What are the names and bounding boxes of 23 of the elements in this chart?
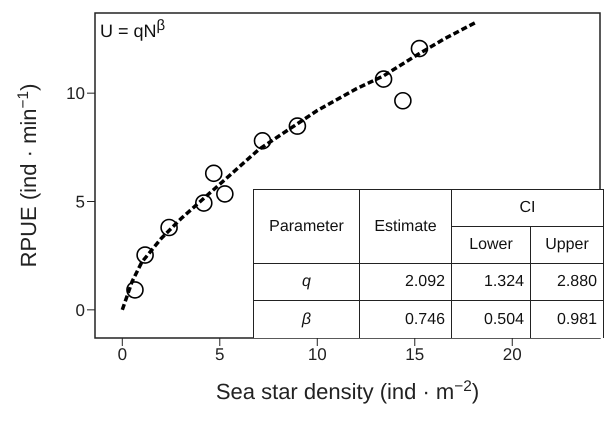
formula-text: U = qN$^{β}$ (100, 17, 166, 42)
x-axis-title: Sea star density (ind · m$^{−2}$) (216, 378, 480, 404)
y-tick-label: 5 (76, 192, 85, 212)
y-tick-label: 10 (66, 84, 85, 104)
annotation: 0.746 (359, 300, 451, 338)
x-tick-label: 20 (502, 345, 522, 364)
annotation: Lower (451, 226, 530, 263)
annotation: Parameter (253, 189, 359, 263)
x-tick-label: 0 (118, 345, 128, 364)
annotation: CI (451, 189, 604, 226)
x-tick-label: 15 (405, 345, 424, 364)
y-tick-label: 0 (76, 300, 85, 320)
annotation: Upper (530, 226, 604, 263)
annotation: 0.504 (451, 300, 530, 338)
annotation: Estimate (359, 189, 451, 263)
annotation: β (253, 300, 359, 338)
annotation: 2.880 (530, 263, 604, 300)
annotation: 1.324 (451, 263, 530, 300)
x-tick-label: 10 (308, 345, 327, 364)
annotation: 0.981 (530, 300, 604, 338)
x-tick-label: 5 (215, 345, 225, 364)
annotation: q (253, 263, 359, 300)
annotation: 2.092 (359, 263, 451, 300)
